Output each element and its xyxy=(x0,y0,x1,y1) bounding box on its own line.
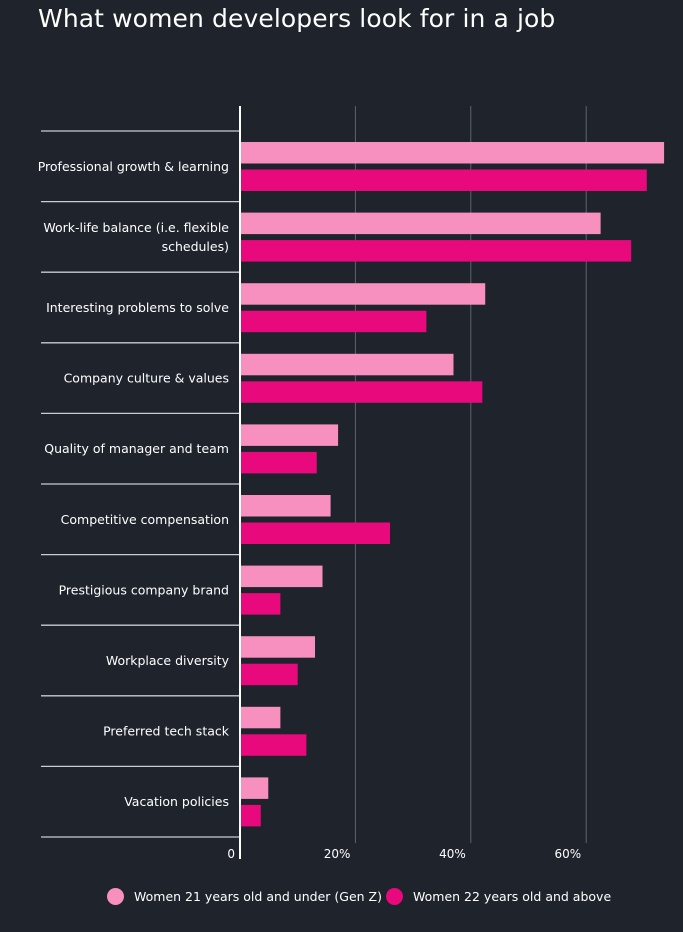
chart-plot: Professional growth & learning Work-life … xyxy=(38,106,665,861)
category-label: Work-life balance (i.e. flexible schedule… xyxy=(43,220,229,254)
bar-series2 xyxy=(240,804,261,827)
bar-series2 xyxy=(240,451,317,474)
bar-series2 xyxy=(240,240,632,262)
bar-series1 xyxy=(240,565,323,588)
bar-series1 xyxy=(240,636,316,658)
bar-series2 xyxy=(240,169,647,191)
legend-item-series2: Women 22 years old and above xyxy=(386,888,611,905)
category-label: Workplace diversity xyxy=(106,653,230,668)
bar-series1 xyxy=(240,706,281,729)
bar-series1 xyxy=(240,283,486,305)
bar-series2 xyxy=(240,522,391,544)
category-label: Vacation policies xyxy=(124,794,229,809)
chart-title: What women developers look for in a job xyxy=(38,4,556,33)
legend-label: Women 21 years old and under (Gen Z) xyxy=(134,889,382,904)
chart-legend: Women 21 years old and under (Gen Z) Wome… xyxy=(0,884,683,912)
bar-series2 xyxy=(240,381,483,403)
category-label: Prestigious company brand xyxy=(59,582,229,597)
legend-swatch xyxy=(386,888,403,905)
category-label: Professional growth & learning xyxy=(38,159,229,174)
bar-series1 xyxy=(240,495,331,517)
legend-label: Women 22 years old and above xyxy=(413,889,612,904)
bar-series1 xyxy=(240,142,665,164)
x-tick-label: 0 xyxy=(227,847,235,861)
x-tick-label: 40% xyxy=(439,847,466,861)
category-label: Company culture & values xyxy=(64,371,229,386)
bar-series2 xyxy=(240,734,307,756)
category-label: Interesting problems to solve xyxy=(46,300,229,315)
bar-series2 xyxy=(240,310,427,333)
bar-series1 xyxy=(240,424,339,446)
bar-series1 xyxy=(240,212,601,235)
x-tick-label: 60% xyxy=(555,847,582,861)
bar-series1 xyxy=(240,353,454,376)
legend-item-series1: Women 21 years old and under (Gen Z) xyxy=(107,888,382,905)
bar-series2 xyxy=(240,663,298,686)
x-tick-label: 20% xyxy=(324,847,351,861)
category-label: Competitive compensation xyxy=(61,512,229,527)
bar-series2 xyxy=(240,593,281,615)
bar-series1 xyxy=(240,777,269,799)
category-label: Preferred tech stack xyxy=(103,724,230,739)
category-label: Quality of manager and team xyxy=(44,441,229,456)
legend-swatch xyxy=(107,888,124,905)
